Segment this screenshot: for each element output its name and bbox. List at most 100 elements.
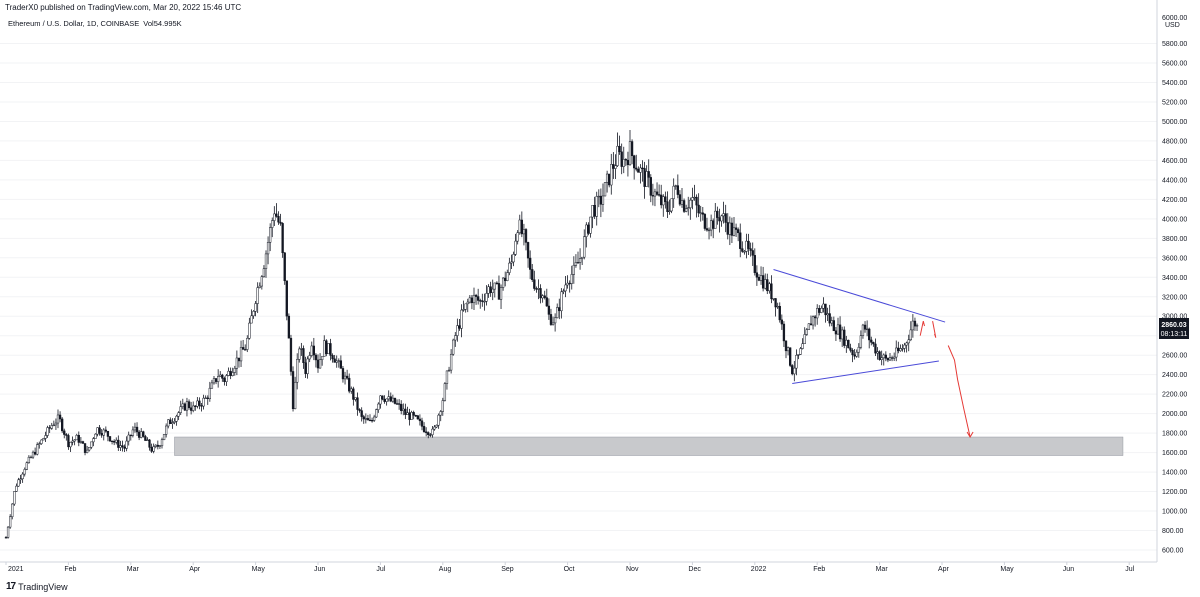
candle-body bbox=[651, 195, 655, 197]
time-tick-label: Jul bbox=[376, 566, 385, 573]
candle-body bbox=[370, 419, 374, 422]
candle-body bbox=[643, 168, 646, 187]
candle-body bbox=[905, 342, 908, 346]
candle-body bbox=[581, 256, 584, 259]
candle-body bbox=[75, 434, 78, 441]
candle-body bbox=[202, 397, 205, 407]
candle-body bbox=[543, 295, 546, 298]
candle-body bbox=[227, 370, 230, 376]
candle-body bbox=[845, 339, 848, 346]
time-tick-label: Apr bbox=[938, 566, 950, 573]
candle-body bbox=[624, 159, 627, 161]
candle-body bbox=[187, 401, 191, 408]
candle-body bbox=[381, 395, 384, 400]
candle-body bbox=[701, 212, 704, 215]
candle-body bbox=[148, 439, 151, 448]
candle-body bbox=[133, 426, 137, 431]
candle-body bbox=[162, 434, 166, 441]
candle-body bbox=[98, 427, 101, 434]
candle-body bbox=[653, 191, 657, 197]
candle-body bbox=[739, 232, 742, 249]
candle-body bbox=[466, 301, 469, 305]
price-axis[interactable]: 6000.00 600.00 800.00 1000.00 1200.00 1400.00… bbox=[1162, 15, 1187, 555]
candle-body bbox=[277, 216, 280, 223]
candle-body bbox=[439, 411, 442, 416]
candle-body bbox=[154, 444, 157, 447]
candle-body bbox=[327, 343, 330, 355]
candle-body bbox=[847, 339, 850, 349]
candle-body bbox=[474, 294, 478, 297]
candle-body bbox=[58, 414, 62, 420]
candle-body bbox=[893, 356, 896, 359]
price-tick-label: 6000.00 bbox=[1162, 15, 1187, 22]
candle-body bbox=[435, 424, 438, 428]
candle-body bbox=[834, 330, 838, 335]
candle-body bbox=[104, 429, 107, 432]
candle-body bbox=[843, 329, 846, 346]
candle-body bbox=[622, 159, 625, 167]
candle-body bbox=[836, 324, 840, 335]
candle-body bbox=[477, 296, 480, 301]
candle-body bbox=[352, 388, 355, 400]
time-tick-label: Mar bbox=[876, 566, 889, 573]
candle-body bbox=[568, 282, 571, 285]
candle-body bbox=[861, 324, 865, 336]
candle-body bbox=[863, 324, 867, 330]
candle-body bbox=[755, 272, 759, 278]
candle-body bbox=[310, 345, 313, 356]
candle-body bbox=[678, 194, 682, 205]
candle-body bbox=[239, 347, 243, 362]
candle-body bbox=[389, 396, 392, 402]
candle-body bbox=[314, 354, 318, 361]
candle-body bbox=[782, 323, 786, 342]
candle-body bbox=[206, 397, 209, 399]
candle-body bbox=[491, 288, 494, 293]
time-axis[interactable]: 2021 Feb Mar Apr May Jun Jul Aug Sep Oct Nov Dec 202… bbox=[5, 562, 1135, 573]
tradingview-logo[interactable]: 17 TradingView bbox=[6, 581, 68, 592]
candle-body bbox=[556, 307, 559, 319]
candle-body bbox=[356, 397, 359, 410]
candle-body bbox=[192, 405, 195, 411]
currency-label: USD bbox=[1165, 22, 1180, 29]
candle-body bbox=[570, 274, 573, 284]
candle-body bbox=[470, 297, 474, 304]
candle-body bbox=[795, 354, 798, 369]
price-tick-label: 4400.00 bbox=[1162, 177, 1187, 184]
candle-body bbox=[119, 445, 122, 448]
candle-body bbox=[768, 283, 771, 292]
candle-body bbox=[181, 403, 184, 407]
candle-body bbox=[54, 422, 58, 426]
tradingview-logo-icon: 17 bbox=[6, 581, 16, 592]
candle-body bbox=[325, 340, 328, 355]
brand-name: TradingView bbox=[18, 581, 68, 592]
candle-body bbox=[15, 485, 18, 492]
candle-body bbox=[27, 456, 31, 463]
candle-body bbox=[137, 431, 141, 438]
candle-body bbox=[585, 224, 588, 237]
candle-body bbox=[11, 503, 14, 518]
candle-body bbox=[81, 441, 85, 444]
candle-body bbox=[264, 253, 268, 269]
candle-body bbox=[664, 196, 667, 203]
candle-body bbox=[298, 348, 301, 360]
candle-body bbox=[822, 303, 825, 309]
candle-body bbox=[770, 283, 773, 300]
candle-body bbox=[489, 286, 492, 293]
candle-body bbox=[720, 215, 723, 222]
candle-body bbox=[597, 195, 600, 198]
time-tick-label: Feb bbox=[64, 566, 76, 573]
candle-body bbox=[734, 227, 738, 230]
candle-body bbox=[441, 400, 444, 412]
candle-body bbox=[599, 195, 603, 205]
projection-stroke bbox=[947, 345, 971, 438]
candle-body bbox=[366, 418, 370, 421]
candle-body bbox=[400, 404, 403, 411]
candle-body bbox=[418, 418, 422, 422]
candle-body bbox=[33, 451, 37, 455]
candle-body bbox=[92, 438, 95, 443]
candle-body bbox=[88, 446, 91, 451]
candle-body bbox=[876, 351, 879, 354]
price-tick-label: 5000.00 bbox=[1162, 119, 1187, 126]
candle-body bbox=[776, 305, 779, 308]
